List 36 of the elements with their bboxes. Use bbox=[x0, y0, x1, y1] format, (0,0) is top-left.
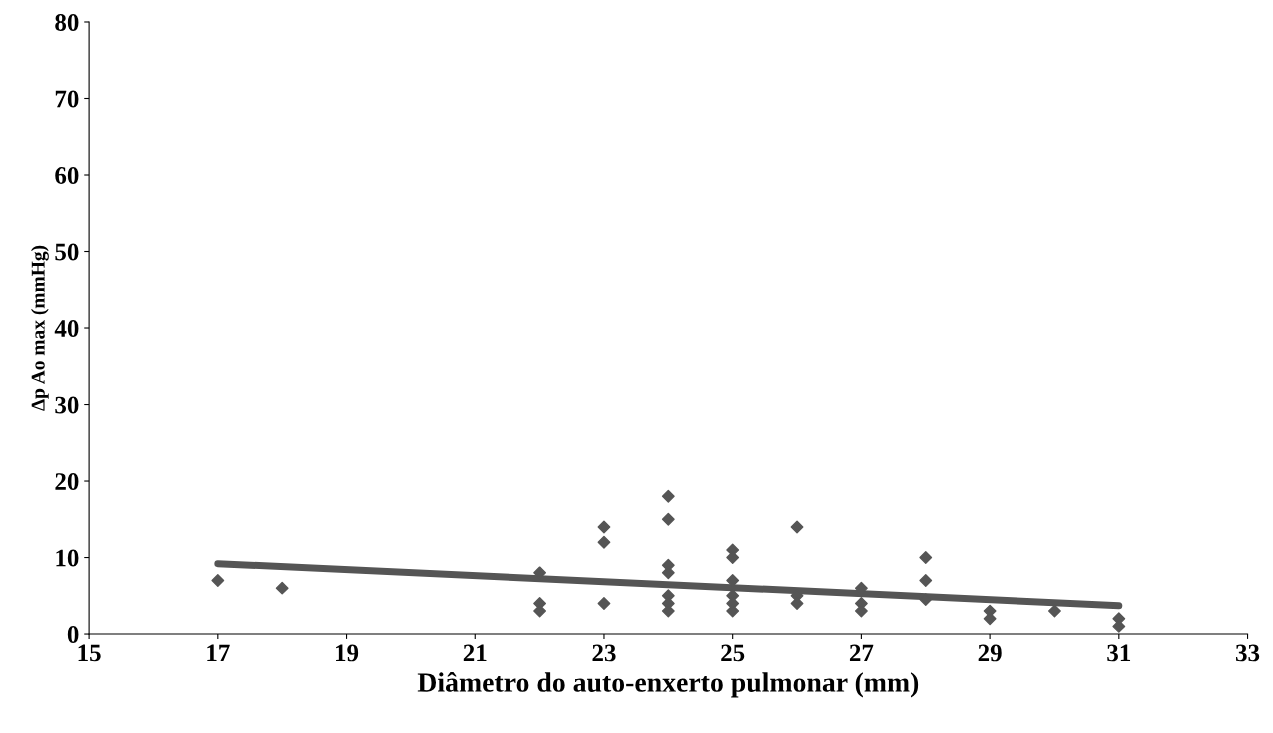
point bbox=[597, 520, 611, 534]
point bbox=[661, 512, 675, 526]
y-tick-label: 50 bbox=[55, 243, 79, 261]
point bbox=[1048, 604, 1061, 618]
x-tick-label: 19 bbox=[336, 644, 359, 662]
x-tick-label: 25 bbox=[721, 644, 745, 662]
x-tick-label: 29 bbox=[978, 644, 1002, 662]
y-tick-label: 40 bbox=[54, 320, 79, 337]
point bbox=[726, 574, 740, 587]
point bbox=[597, 597, 611, 610]
point bbox=[597, 535, 611, 549]
point bbox=[790, 597, 804, 610]
y-tick-label: 70 bbox=[55, 90, 79, 108]
y-tick-label: 20 bbox=[55, 473, 79, 490]
point bbox=[919, 574, 933, 587]
point bbox=[790, 520, 804, 534]
point bbox=[726, 551, 740, 564]
x-axis-title: Diâmetro do auto-enxerto pulmonar (mm) bbox=[417, 671, 919, 698]
point bbox=[919, 593, 933, 607]
point bbox=[211, 574, 225, 587]
point bbox=[661, 489, 675, 503]
x-tick-label: 23 bbox=[592, 644, 616, 662]
point bbox=[275, 581, 289, 595]
y-tick-label: 80 bbox=[55, 14, 79, 31]
y-tick-label: 30 bbox=[55, 396, 79, 414]
point bbox=[919, 551, 933, 564]
x-tick-label: 17 bbox=[207, 644, 230, 662]
y-axis-title: Δp Ao max (mmHg) bbox=[31, 245, 49, 411]
x-tick-label: 33 bbox=[1235, 644, 1260, 662]
y-tick-label: 10 bbox=[56, 549, 79, 567]
x-tick-label: 15 bbox=[78, 644, 101, 662]
x-tick-label: 21 bbox=[463, 644, 487, 662]
x-tick-label: 27 bbox=[849, 644, 874, 662]
y-tick-label: 0 bbox=[67, 626, 79, 643]
y-tick-label: 60 bbox=[55, 167, 79, 184]
x-tick-label: 31 bbox=[1107, 644, 1131, 662]
